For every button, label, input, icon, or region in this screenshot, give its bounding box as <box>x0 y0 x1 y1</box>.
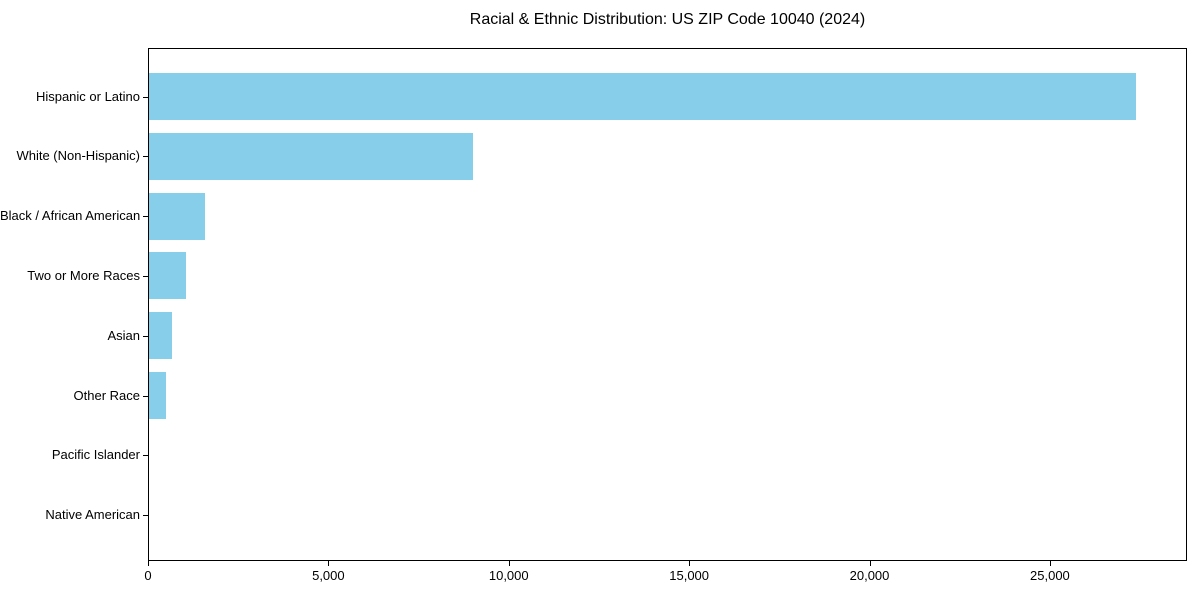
y-tick-label: White (Non-Hispanic) <box>16 148 140 164</box>
x-tick-mark <box>328 561 330 566</box>
bar <box>149 73 1137 120</box>
x-tick-mark <box>148 561 149 566</box>
x-tick-label: 20,000 <box>849 568 890 583</box>
y-tick-mark <box>143 156 148 158</box>
y-tick-mark <box>143 216 148 218</box>
y-tick-label: Black / African American <box>0 208 141 224</box>
y-tick-mark <box>143 275 148 277</box>
x-tick-label: 10,000 <box>488 568 529 583</box>
x-tick-label: 15,000 <box>669 568 710 583</box>
y-tick-label: Hispanic or Latino <box>35 88 140 104</box>
x-tick-label: 0 <box>144 568 152 583</box>
y-tick-label: Other Race <box>73 387 140 403</box>
bar <box>149 252 186 300</box>
bar <box>149 192 205 240</box>
plot-area <box>148 48 1187 561</box>
y-tick-label: Native American <box>45 507 140 523</box>
bar <box>149 132 473 180</box>
x-tick-mark <box>689 561 691 566</box>
y-tick-mark <box>143 515 148 517</box>
y-tick-label: Pacific Islander <box>51 447 140 463</box>
x-tick-mark <box>508 561 510 566</box>
y-tick-label: Two or More Races <box>27 267 140 283</box>
chart-title: Racial & Ethnic Distribution: US ZIP Cod… <box>469 11 866 28</box>
x-tick-label: 5,000 <box>312 568 345 583</box>
y-tick-mark <box>143 395 148 397</box>
bar <box>149 372 166 420</box>
y-tick-label: Asian <box>107 327 140 343</box>
y-tick-mark <box>143 455 148 457</box>
y-tick-mark <box>143 335 148 337</box>
x-tick-mark <box>869 561 871 566</box>
bar <box>149 312 172 360</box>
x-tick-label: 25,000 <box>1030 568 1070 583</box>
y-tick-mark <box>143 96 148 98</box>
x-tick-mark <box>1049 561 1051 566</box>
